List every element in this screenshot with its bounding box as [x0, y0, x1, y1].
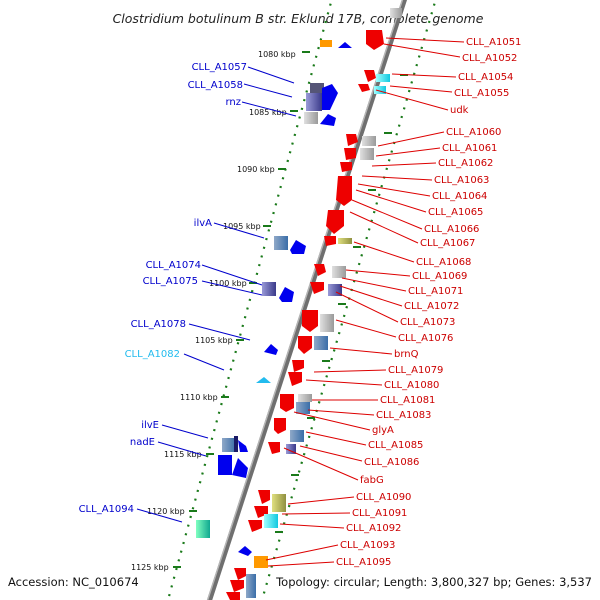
right-label-connectors	[265, 37, 465, 567]
genome-backbone	[206, 0, 408, 600]
gene-label[interactable]: CLL_A1065	[428, 207, 483, 218]
gene-label[interactable]: brnQ	[394, 349, 419, 360]
bp-label: 1080 kbp	[258, 50, 296, 59]
bp-label: 1095 kbp	[223, 222, 261, 231]
gene-label[interactable]: CLL_A1052	[462, 53, 517, 64]
gene-label[interactable]: CLL_A1066	[424, 224, 479, 235]
gene-label[interactable]: CLL_A1083	[376, 410, 431, 421]
accession-text: Accession: NC_010674	[8, 575, 139, 589]
map-title: Clostridium botulinum B str. Eklund 17B,…	[113, 11, 484, 26]
gene-label[interactable]: udk	[450, 105, 469, 116]
gene-label[interactable]: CLL_A1068	[416, 257, 471, 268]
gene-label[interactable]: nadE	[130, 437, 155, 448]
gene-label[interactable]: CLL_A1074	[146, 260, 201, 271]
gene-label[interactable]: CLL_A1081	[380, 395, 435, 406]
gene-label[interactable]: CLL_A1092	[346, 523, 401, 534]
gene-label[interactable]: glyA	[372, 425, 394, 436]
gene-label[interactable]: CLL_A1078	[131, 319, 186, 330]
gene-label[interactable]: CLL_A1080	[384, 380, 439, 391]
gene-label[interactable]: CLL_A1085	[368, 440, 423, 451]
forward-strand-features	[226, 8, 402, 600]
gene-label[interactable]: CLL_A1067	[420, 238, 475, 249]
bp-label: 1085 kbp	[249, 108, 287, 117]
genome-backbone-highlight	[206, 0, 404, 600]
reverse-strand-features	[196, 40, 352, 598]
gene-label[interactable]: CLL_A1082	[125, 349, 180, 360]
gene-label[interactable]: CLL_A1071	[408, 286, 463, 297]
gene-label[interactable]: CLL_A1086	[364, 457, 419, 468]
gene-label[interactable]: CLL_A1064	[432, 191, 487, 202]
bp-label: 1110 kbp	[180, 393, 218, 402]
left-label-connectors	[136, 66, 297, 523]
gene-label[interactable]: CLL_A1072	[404, 301, 459, 312]
left-dotted-track	[166, 0, 333, 600]
gene-label[interactable]: CLL_A1093	[340, 540, 395, 551]
gene-label[interactable]: CLL_A1069	[412, 271, 467, 282]
bp-ticks: 1080 kbp 1085 kbp 1090 kbp 1095 kbp 1100…	[131, 50, 408, 572]
gene-label[interactable]: ilvA	[194, 218, 212, 229]
bp-label: 1105 kbp	[195, 336, 233, 345]
gene-label[interactable]: CLL_A1063	[434, 175, 489, 186]
bp-label: 1120 kbp	[147, 507, 185, 516]
gene-label[interactable]: CLL_A1076	[398, 333, 453, 344]
gene-label[interactable]: fabG	[360, 475, 384, 486]
gene-label[interactable]: CLL_A1094	[79, 504, 134, 515]
bp-label: 1090 kbp	[237, 165, 275, 174]
gene-label[interactable]: CLL_A1062	[438, 158, 493, 169]
right-gene-labels: CLL_A1051 CLL_A1052 CLL_A1054 CLL_A1055 …	[336, 37, 521, 568]
gene-label[interactable]: CLL_A1055	[454, 88, 509, 99]
bp-label: 1125 kbp	[131, 563, 169, 572]
bp-label: 1100 kbp	[209, 279, 247, 288]
gene-label[interactable]: CLL_A1091	[352, 508, 407, 519]
gene-label[interactable]: CLL_A1061	[442, 143, 497, 154]
gene-label[interactable]: CLL_A1060	[446, 127, 501, 138]
gene-label[interactable]: CLL_A1058	[188, 80, 243, 91]
gene-label[interactable]: ilvE	[141, 420, 159, 431]
gene-label[interactable]: CLL_A1079	[388, 365, 443, 376]
gene-label[interactable]: CLL_A1057	[192, 62, 247, 73]
gene-label[interactable]: rnz	[225, 97, 241, 108]
bp-label: 1115 kbp	[164, 450, 202, 459]
gene-label[interactable]: CLL_A1051	[466, 37, 521, 48]
gene-label[interactable]: CLL_A1054	[458, 72, 513, 83]
gene-label[interactable]: CLL_A1090	[356, 492, 411, 503]
left-gene-labels: CLL_A1057 CLL_A1058 rnz ilvA CLL_A1074 C…	[79, 62, 247, 515]
topology-text: Topology: circular; Length: 3,800,327 bp…	[275, 575, 592, 589]
gene-label[interactable]: CLL_A1095	[336, 557, 391, 568]
gene-label[interactable]: CLL_A1075	[143, 276, 198, 287]
gene-label[interactable]: CLL_A1073	[400, 317, 455, 328]
